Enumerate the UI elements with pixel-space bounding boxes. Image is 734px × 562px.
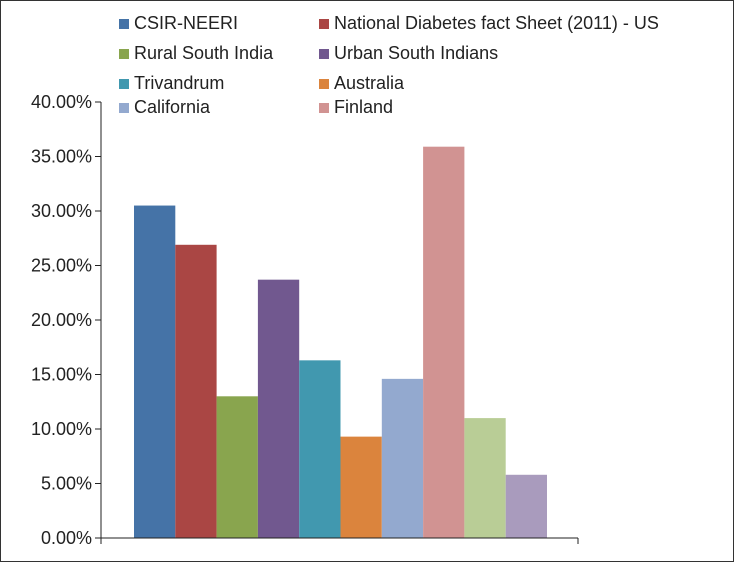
legend-label: Finland	[334, 97, 393, 117]
bar-3	[216, 396, 258, 538]
y-tick-label: 35.00%	[31, 147, 92, 167]
legend-entry: CSIR-NEERI	[119, 13, 238, 33]
legend-swatch	[119, 49, 129, 59]
y-tick-label: 10.00%	[31, 419, 92, 439]
bar-2	[175, 244, 217, 539]
y-tick-label: 5.00%	[41, 474, 92, 494]
y-tick-label: 25.00%	[31, 256, 92, 276]
legend-entry: California	[119, 97, 211, 117]
legend-label: Rural South India	[134, 43, 274, 63]
y-tick-label: 15.00%	[31, 365, 92, 385]
legend-entry: Rural South India	[119, 43, 274, 63]
legend-swatch	[319, 49, 329, 59]
legend: CSIR-NEERI National Diabetes fact Sheet (…	[119, 13, 659, 117]
legend-swatch	[319, 103, 329, 113]
bar-8	[423, 146, 465, 538]
bars	[134, 146, 547, 539]
legend-label: Trivandrum	[134, 73, 224, 93]
y-axis: 0.00% 5.00% 10.00% 15.00% 20.00% 25.00% 30.00%…	[31, 92, 102, 548]
bar-7	[381, 378, 424, 538]
legend-entry: Australia	[319, 73, 405, 93]
y-tick-label: 40.00%	[31, 92, 92, 112]
y-tick-label: 20.00%	[31, 310, 92, 330]
legend-entry: Urban South Indians	[319, 43, 498, 63]
bar-10	[505, 474, 547, 538]
legend-swatch	[319, 19, 329, 29]
bar-1	[134, 205, 176, 539]
legend-swatch	[119, 79, 129, 89]
bar-4	[257, 279, 300, 538]
legend-label: Urban South Indians	[334, 43, 498, 63]
legend-entry: Trivandrum	[119, 73, 224, 93]
legend-swatch	[119, 103, 129, 113]
bar-9	[464, 418, 506, 538]
legend-entry: National Diabetes fact Sheet (2011) - US	[319, 13, 659, 33]
y-tick-label: 0.00%	[41, 528, 92, 548]
legend-swatch	[119, 19, 129, 29]
x-axis	[100, 537, 579, 544]
bar-5	[299, 360, 341, 538]
legend-label: CSIR-NEERI	[134, 13, 238, 33]
legend-label: California	[134, 97, 211, 117]
bar-6	[340, 436, 382, 538]
legend-swatch	[319, 79, 329, 89]
legend-label: National Diabetes fact Sheet (2011) - US	[334, 13, 659, 33]
legend-label: Australia	[334, 73, 405, 93]
legend-entry: Finland	[319, 97, 393, 117]
y-tick-label: 30.00%	[31, 201, 92, 221]
